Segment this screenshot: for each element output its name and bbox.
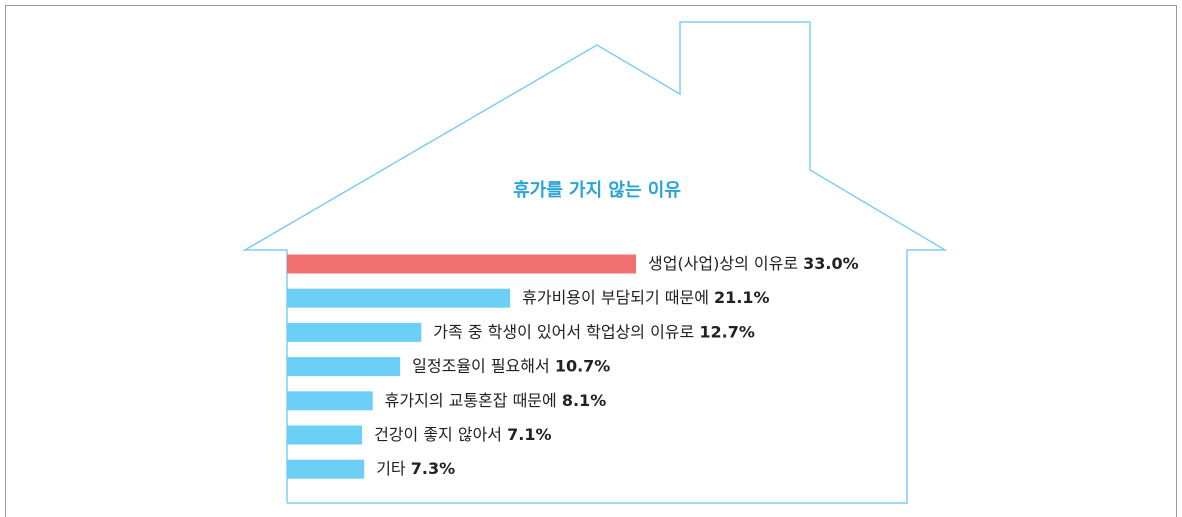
category-label: 휴가비용이 부담되기 때문에: [522, 288, 709, 307]
category-label: 가족 중 학생이 있어서 학업상의 이유로: [433, 322, 694, 341]
bar: [287, 391, 373, 411]
chart-title: 휴가를 가지 않는 이유: [513, 180, 681, 201]
house-outline: [242, 21, 948, 504]
bar-label: 휴가지의 교통혼잡 때문에 8.1%: [385, 390, 607, 409]
category-label: 휴가지의 교통혼잡 때문에: [385, 390, 557, 409]
value-label: 10.7%: [555, 356, 611, 375]
bar: [287, 459, 365, 479]
bar: [287, 322, 422, 342]
bar: [287, 254, 636, 274]
bar-label: 가족 중 학생이 있어서 학업상의 이유로 12.7%: [433, 322, 755, 341]
bar-label: 휴가비용이 부담되기 때문에 21.1%: [522, 288, 769, 307]
value-label: 21.1%: [714, 288, 770, 307]
bar: [287, 425, 363, 445]
category-label: 일정조율이 필요해서: [412, 356, 550, 375]
value-label: 8.1%: [562, 390, 606, 409]
bar-label: 일정조율이 필요해서 10.7%: [412, 356, 610, 375]
bar-label: 건강이 좋지 않아서 7.1%: [374, 425, 551, 444]
bar: [287, 288, 511, 308]
category-label: 기타: [376, 459, 406, 478]
bar-label: 생업(사업)상의 이유로 33.0%: [648, 254, 859, 273]
category-label: 건강이 좋지 않아서: [374, 425, 502, 444]
bar-label: 기타 7.3%: [376, 459, 455, 478]
value-label: 7.3%: [411, 459, 455, 478]
category-label: 생업(사업)상의 이유로: [648, 254, 798, 273]
frame: [5, 5, 1177, 517]
bar: [287, 357, 401, 377]
value-label: 12.7%: [699, 322, 755, 341]
value-label: 33.0%: [803, 254, 859, 273]
value-label: 7.1%: [507, 425, 551, 444]
